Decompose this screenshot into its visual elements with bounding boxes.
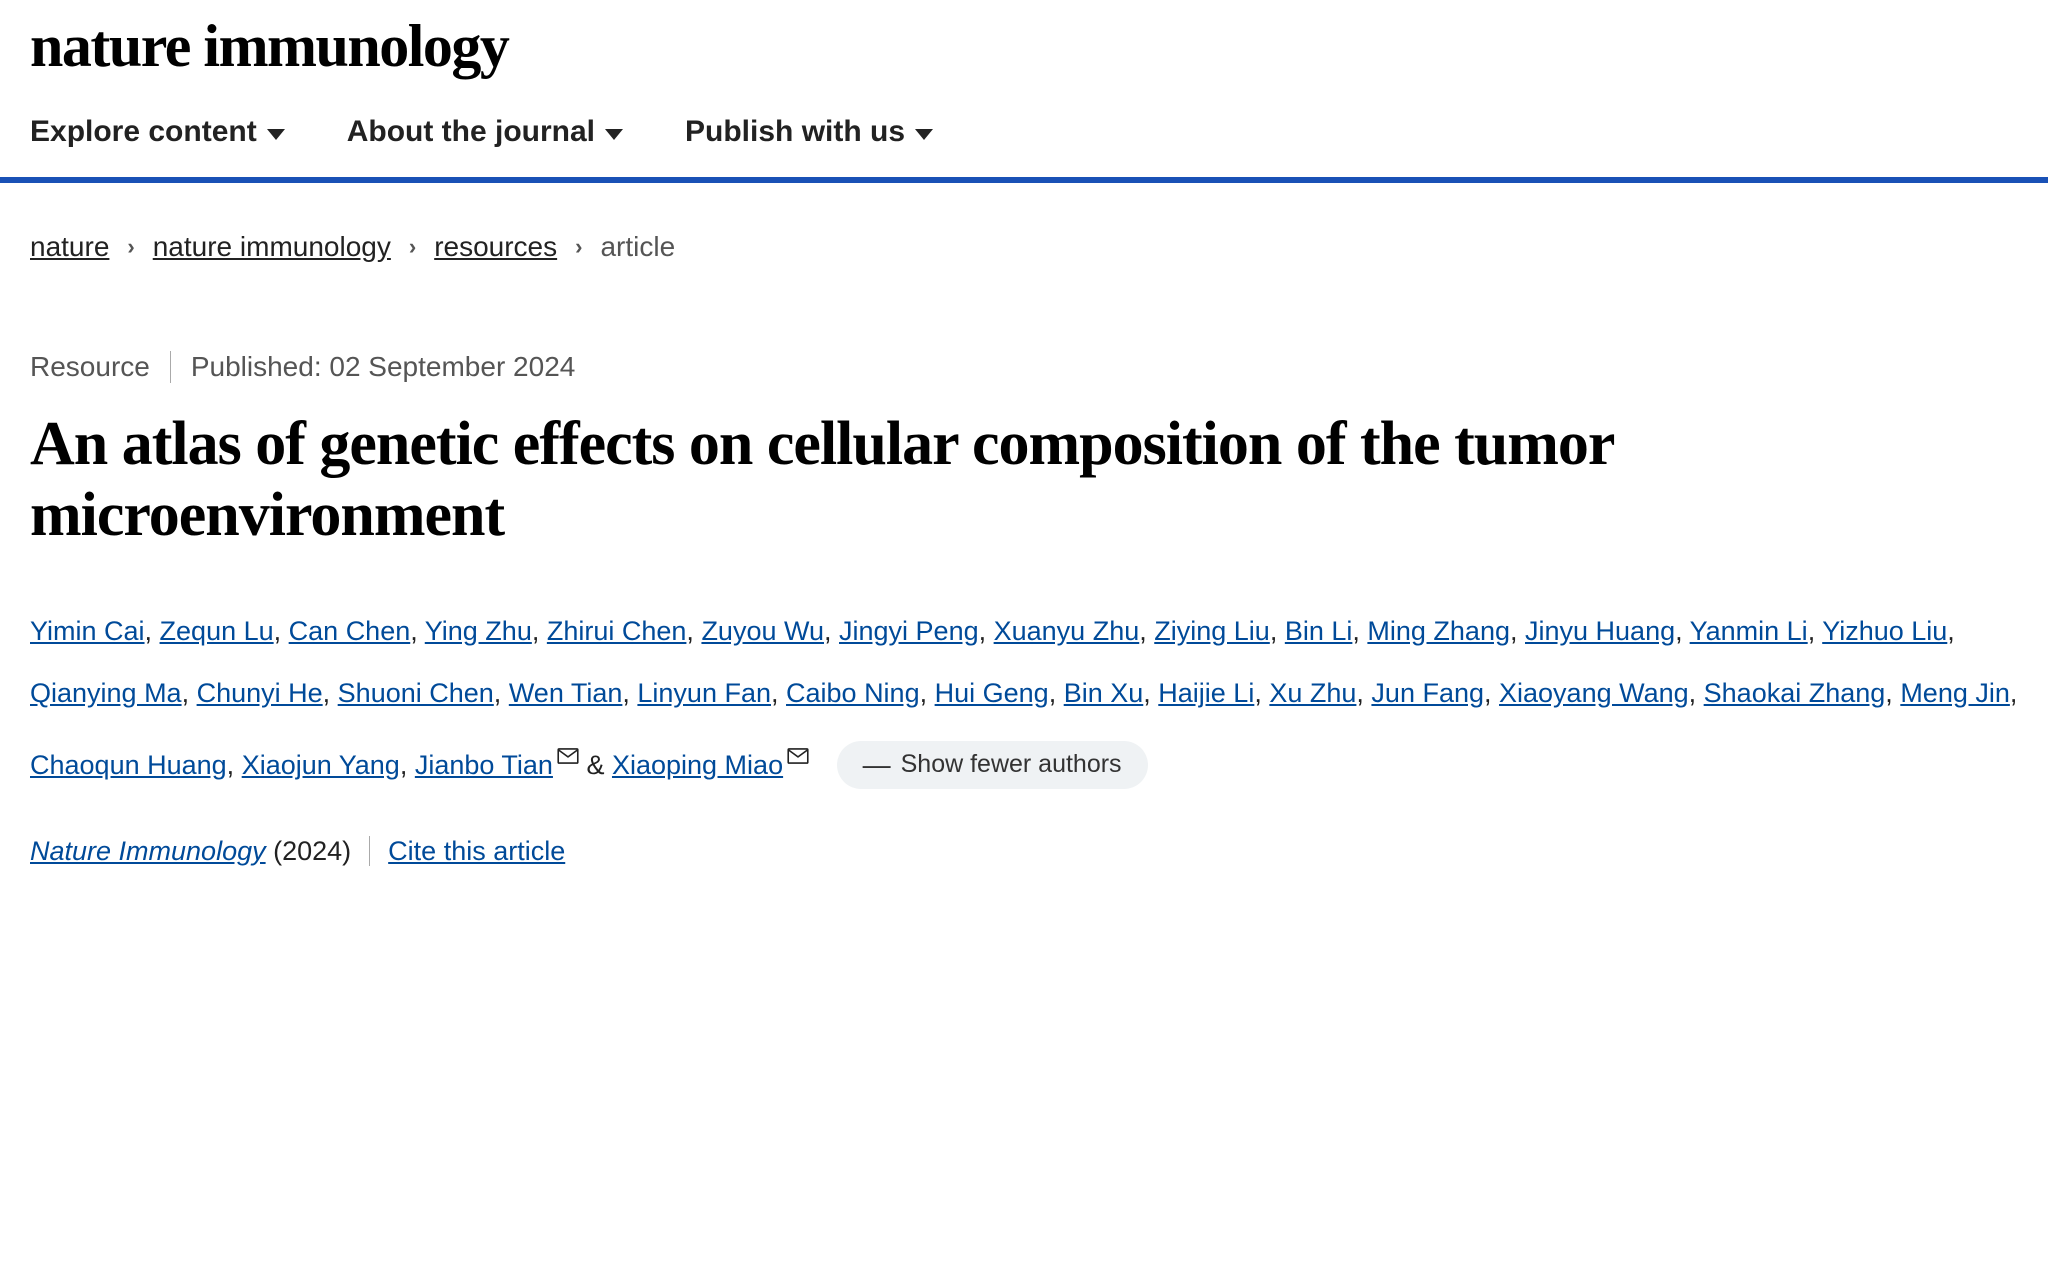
mail-icon[interactable]: [557, 724, 579, 786]
author-link[interactable]: Yanmin Li: [1690, 616, 1808, 646]
author-link[interactable]: Jinyu Huang: [1525, 616, 1675, 646]
author-separator: ,: [1254, 678, 1269, 708]
author-link[interactable]: Linyun Fan: [637, 678, 771, 708]
breadcrumb-link[interactable]: nature immunology: [153, 231, 391, 263]
author-link[interactable]: Zuyou Wu: [701, 616, 824, 646]
author-link[interactable]: Bin Xu: [1064, 678, 1144, 708]
article-title: An atlas of genetic effects on cellular …: [0, 383, 2048, 552]
author-link[interactable]: Xu Zhu: [1269, 678, 1356, 708]
author-separator: ,: [1808, 616, 1823, 646]
author-separator: ,: [182, 678, 197, 708]
nav-publish-label: Publish with us: [685, 115, 905, 149]
author-link[interactable]: Hui Geng: [935, 678, 1049, 708]
author-link[interactable]: Zhirui Chen: [547, 616, 687, 646]
mail-icon[interactable]: [787, 724, 809, 786]
author-separator: ,: [1270, 616, 1285, 646]
citation-year: (2024): [273, 836, 351, 866]
author-separator: ,: [145, 616, 160, 646]
author-separator: ,: [1484, 678, 1499, 708]
author-link[interactable]: Chunyi He: [197, 678, 323, 708]
author-separator: ,: [1352, 616, 1367, 646]
author-list: Yimin Cai, Zequn Lu, Can Chen, Ying Zhu,…: [0, 552, 2048, 796]
author-separator: ,: [622, 678, 637, 708]
author-separator: ,: [771, 678, 786, 708]
author-link[interactable]: Qianying Ma: [30, 678, 182, 708]
author-link[interactable]: Haijie Li: [1158, 678, 1254, 708]
nav-about-label: About the journal: [347, 115, 595, 149]
chevron-down-icon: [915, 129, 933, 140]
breadcrumb-separator: ›: [409, 234, 416, 260]
author-separator: ,: [1356, 678, 1371, 708]
author-link[interactable]: Ying Zhu: [425, 616, 532, 646]
show-fewer-label: Show fewer authors: [901, 752, 1122, 777]
author-separator: ,: [532, 616, 547, 646]
journal-name-link[interactable]: Nature Immunology: [30, 836, 266, 866]
author-link[interactable]: Jianbo Tian: [415, 750, 553, 780]
breadcrumb: nature › nature immunology › resources › artic…: [0, 183, 2048, 273]
author-separator: ,: [1510, 616, 1525, 646]
author-separator: ,: [410, 616, 425, 646]
author-link[interactable]: Shaokai Zhang: [1704, 678, 1886, 708]
author-separator: ,: [274, 616, 289, 646]
citation-divider: [369, 836, 370, 866]
author-separator: ,: [1947, 616, 1955, 646]
journal-logo-container: nature immunology: [0, 0, 2048, 105]
breadcrumb-separator: ›: [575, 234, 582, 260]
breadcrumb-current: article: [600, 231, 675, 263]
author-link[interactable]: Xiaojun Yang: [242, 750, 400, 780]
author-separator: ,: [920, 678, 935, 708]
chevron-down-icon: [605, 129, 623, 140]
cite-article-link[interactable]: Cite this article: [388, 836, 565, 867]
author-separator: ,: [400, 750, 415, 780]
author-link[interactable]: Wen Tian: [509, 678, 623, 708]
author-separator: ,: [824, 616, 839, 646]
author-separator: ,: [1143, 678, 1158, 708]
author-link[interactable]: Can Chen: [289, 616, 411, 646]
meta-divider: [170, 351, 171, 383]
minus-icon: —: [863, 751, 891, 779]
citation-line: Nature Immunology (2024) Cite this artic…: [0, 796, 2048, 867]
author-separator: ,: [686, 616, 701, 646]
author-separator: ,: [1689, 678, 1704, 708]
chevron-down-icon: [267, 129, 285, 140]
author-link[interactable]: Yimin Cai: [30, 616, 145, 646]
author-separator: ,: [323, 678, 338, 708]
show-fewer-authors-button[interactable]: — Show fewer authors: [837, 741, 1148, 789]
author-link[interactable]: Xuanyu Zhu: [994, 616, 1140, 646]
author-separator: ,: [979, 616, 994, 646]
author-link[interactable]: Shuoni Chen: [338, 678, 494, 708]
nav-about-journal[interactable]: About the journal: [347, 115, 623, 149]
author-link[interactable]: Ming Zhang: [1367, 616, 1510, 646]
breadcrumb-separator: ›: [127, 234, 134, 260]
author-link[interactable]: Xiaoyang Wang: [1499, 678, 1689, 708]
author-link[interactable]: Caibo Ning: [786, 678, 920, 708]
breadcrumb-link[interactable]: resources: [434, 231, 557, 263]
breadcrumb-link[interactable]: nature: [30, 231, 109, 263]
author-link[interactable]: Yizhuo Liu: [1822, 616, 1947, 646]
author-separator: &: [579, 750, 612, 780]
author-separator: ,: [1675, 616, 1690, 646]
nav-explore-label: Explore content: [30, 115, 257, 149]
author-separator: ,: [1885, 678, 1900, 708]
author-link[interactable]: Meng Jin: [1900, 678, 2010, 708]
author-separator: ,: [1139, 616, 1154, 646]
main-nav: Explore content About the journal Publis…: [0, 105, 2048, 177]
author-link[interactable]: Ziying Liu: [1154, 616, 1270, 646]
author-link[interactable]: Xiaoping Miao: [612, 750, 783, 780]
article-type: Resource: [30, 351, 150, 383]
journal-logo[interactable]: nature immunology: [30, 13, 508, 79]
author-link[interactable]: Jingyi Peng: [839, 616, 979, 646]
author-link[interactable]: Jun Fang: [1371, 678, 1484, 708]
nav-publish-with-us[interactable]: Publish with us: [685, 115, 933, 149]
author-separator: ,: [494, 678, 509, 708]
author-link[interactable]: Zequn Lu: [160, 616, 274, 646]
author-separator: ,: [227, 750, 242, 780]
published-date: Published: 02 September 2024: [191, 351, 576, 383]
author-separator: ,: [1049, 678, 1064, 708]
author-link[interactable]: Chaoqun Huang: [30, 750, 227, 780]
author-separator: ,: [2010, 678, 2018, 708]
author-link[interactable]: Bin Li: [1285, 616, 1353, 646]
nav-explore-content[interactable]: Explore content: [30, 115, 285, 149]
article-meta: Resource Published: 02 September 2024: [0, 273, 2048, 383]
